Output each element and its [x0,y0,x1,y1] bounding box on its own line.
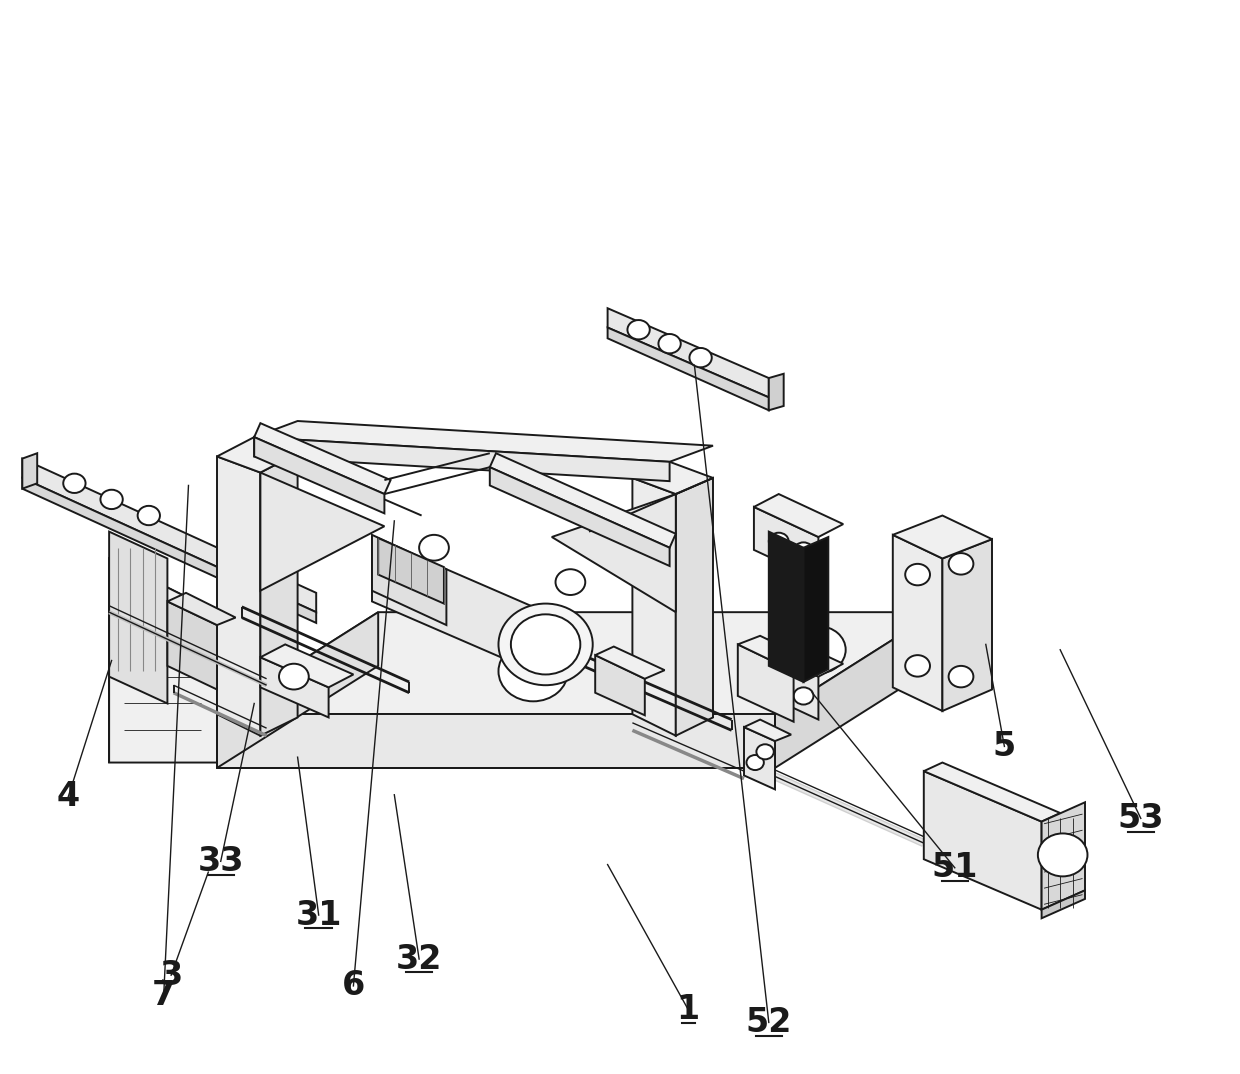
Text: 1: 1 [677,993,699,1026]
Text: 5: 5 [993,730,1016,763]
Polygon shape [217,612,378,768]
Circle shape [689,348,712,367]
Polygon shape [260,657,329,717]
Polygon shape [109,532,167,703]
Text: 32: 32 [396,943,443,975]
Circle shape [556,569,585,595]
Polygon shape [738,644,794,722]
Polygon shape [608,308,769,397]
Circle shape [905,655,930,677]
Circle shape [511,614,580,674]
Polygon shape [738,636,816,671]
Text: 33: 33 [197,845,244,877]
Text: 6: 6 [342,970,365,1002]
Polygon shape [1042,802,1085,910]
Circle shape [1038,833,1087,876]
Circle shape [627,320,650,339]
Circle shape [794,687,813,705]
Polygon shape [254,437,384,513]
Polygon shape [372,535,446,625]
Circle shape [279,664,309,690]
Circle shape [949,666,973,687]
Polygon shape [22,453,37,489]
Circle shape [949,553,973,575]
Polygon shape [754,647,818,720]
Polygon shape [217,456,260,736]
Circle shape [905,564,930,585]
Polygon shape [217,612,936,714]
Polygon shape [260,644,353,687]
Circle shape [756,744,774,759]
Polygon shape [595,647,665,679]
Text: 51: 51 [931,852,978,884]
Polygon shape [109,558,217,634]
Polygon shape [804,537,828,682]
Polygon shape [676,478,713,736]
Text: 53: 53 [1117,802,1164,834]
Polygon shape [167,601,217,690]
Text: 31: 31 [295,899,342,931]
Polygon shape [254,437,670,481]
Polygon shape [775,612,936,768]
Text: 4: 4 [57,781,79,813]
Circle shape [658,334,681,353]
Polygon shape [893,516,992,558]
Circle shape [63,474,86,493]
Polygon shape [754,494,843,537]
Polygon shape [924,763,1060,822]
Circle shape [100,490,123,509]
Circle shape [498,641,568,701]
Polygon shape [1042,890,1085,918]
Polygon shape [217,437,298,473]
Polygon shape [22,459,316,612]
Polygon shape [608,328,769,410]
Polygon shape [217,714,775,768]
Polygon shape [893,535,942,711]
Text: 7: 7 [153,979,175,1012]
Polygon shape [924,771,1042,910]
Circle shape [794,542,813,560]
Polygon shape [744,720,791,741]
Circle shape [769,677,789,694]
Polygon shape [754,507,818,580]
Polygon shape [254,421,713,462]
Polygon shape [744,727,775,789]
Polygon shape [260,453,298,736]
Polygon shape [260,473,384,591]
Polygon shape [595,655,645,715]
Polygon shape [254,423,391,494]
Circle shape [498,604,593,685]
Circle shape [746,755,764,770]
Polygon shape [632,462,713,494]
Circle shape [791,626,846,673]
Polygon shape [769,374,784,410]
Circle shape [138,506,160,525]
Polygon shape [378,538,444,604]
Circle shape [769,533,789,550]
Polygon shape [754,634,843,677]
Polygon shape [769,532,804,682]
Polygon shape [490,453,676,548]
Polygon shape [22,478,316,623]
Polygon shape [109,558,217,763]
Polygon shape [942,539,992,711]
Polygon shape [372,537,546,677]
Text: 3: 3 [160,959,182,991]
Text: 52: 52 [745,1006,792,1039]
Polygon shape [167,593,236,625]
Polygon shape [632,478,676,736]
Circle shape [419,535,449,561]
Polygon shape [552,494,676,612]
Polygon shape [490,467,670,566]
